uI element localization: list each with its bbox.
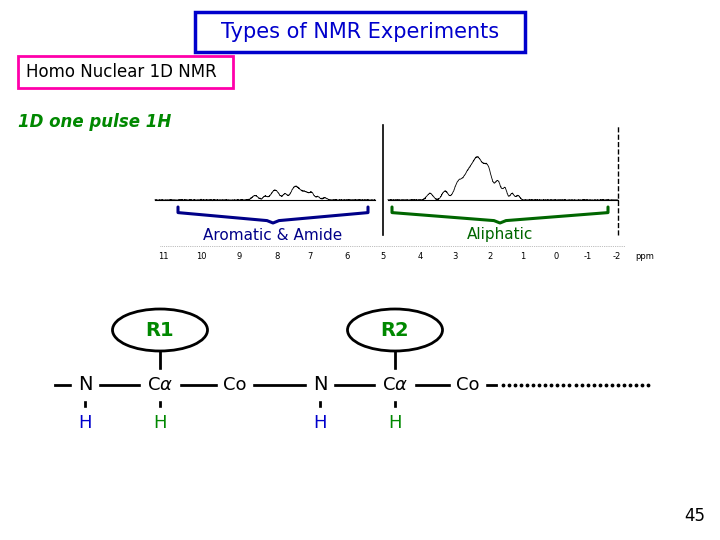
Text: 4: 4	[418, 252, 423, 261]
Text: 0: 0	[554, 252, 559, 261]
FancyBboxPatch shape	[18, 56, 233, 88]
Text: 11: 11	[158, 252, 168, 261]
Text: 1: 1	[521, 252, 526, 261]
Text: Aliphatic: Aliphatic	[467, 227, 534, 242]
Text: 45: 45	[684, 507, 705, 525]
Text: N: N	[312, 375, 328, 395]
Text: -2: -2	[613, 252, 621, 261]
Text: H: H	[388, 414, 402, 432]
Text: 9: 9	[236, 252, 242, 261]
Text: N: N	[78, 375, 92, 395]
Text: H: H	[153, 414, 167, 432]
Text: R1: R1	[145, 321, 174, 340]
Text: Co: Co	[223, 376, 247, 394]
Text: 1D one pulse 1H: 1D one pulse 1H	[18, 113, 171, 131]
Text: H: H	[313, 414, 327, 432]
Text: 6: 6	[344, 252, 350, 261]
Text: 8: 8	[274, 252, 279, 261]
Text: 3: 3	[452, 252, 458, 261]
Text: 10: 10	[196, 252, 206, 261]
Text: 2: 2	[487, 252, 492, 261]
Text: H: H	[78, 414, 91, 432]
Text: -1: -1	[584, 252, 592, 261]
Text: Homo Nuclear 1D NMR: Homo Nuclear 1D NMR	[26, 63, 217, 81]
Text: Aromatic & Amide: Aromatic & Amide	[203, 227, 343, 242]
FancyBboxPatch shape	[195, 12, 525, 52]
Text: Co: Co	[456, 376, 480, 394]
Text: 7: 7	[307, 252, 312, 261]
Text: Types of NMR Experiments: Types of NMR Experiments	[221, 22, 499, 42]
Text: C$\alpha$: C$\alpha$	[382, 376, 408, 394]
Text: C$\alpha$: C$\alpha$	[147, 376, 173, 394]
Text: 5: 5	[380, 252, 386, 261]
Text: ppm: ppm	[635, 252, 654, 261]
Text: R2: R2	[381, 321, 409, 340]
